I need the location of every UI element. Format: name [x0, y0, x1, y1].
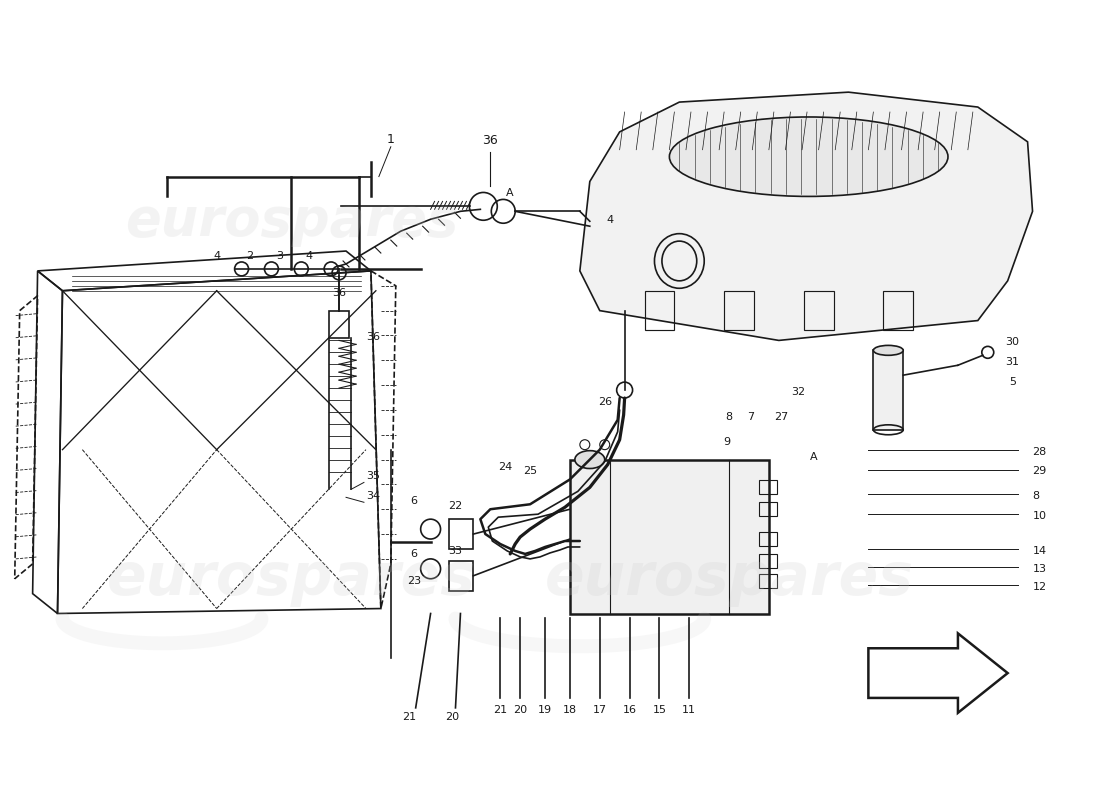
Text: 35: 35 [366, 471, 379, 482]
Text: A: A [506, 189, 514, 198]
Text: 29: 29 [1033, 466, 1047, 477]
Text: 12: 12 [1033, 582, 1047, 592]
Text: 4: 4 [606, 215, 614, 226]
Text: 21: 21 [493, 705, 507, 715]
Bar [873, 350, 903, 430]
Text: 9: 9 [724, 437, 730, 446]
Text: 1: 1 [387, 134, 395, 146]
Text: 16: 16 [623, 705, 637, 715]
Polygon shape [580, 92, 1033, 341]
Text: 36: 36 [366, 333, 379, 342]
Text: eurospares: eurospares [544, 550, 914, 607]
Text: 13: 13 [1033, 564, 1046, 574]
Bar [759, 502, 777, 516]
Text: 23: 23 [407, 576, 421, 586]
Bar [759, 532, 777, 546]
Text: 14: 14 [1033, 546, 1047, 556]
Bar [759, 481, 777, 494]
Text: 26: 26 [597, 397, 612, 407]
Text: 33: 33 [449, 546, 462, 556]
Polygon shape [868, 634, 1008, 713]
Text: 28: 28 [1033, 446, 1047, 457]
Text: 6: 6 [410, 496, 417, 506]
Bar [329, 310, 349, 338]
Ellipse shape [575, 450, 605, 469]
Bar [449, 561, 473, 590]
Bar [645, 290, 674, 330]
Text: 25: 25 [522, 466, 537, 477]
Text: 2: 2 [246, 251, 253, 261]
Text: 19: 19 [538, 705, 552, 715]
Text: 20: 20 [513, 705, 527, 715]
Text: eurospares: eurospares [107, 550, 476, 607]
Text: 36: 36 [332, 288, 346, 298]
Text: 8: 8 [726, 412, 733, 422]
Text: 4: 4 [306, 251, 312, 261]
Text: 20: 20 [446, 712, 460, 722]
Text: 30: 30 [1005, 338, 1020, 347]
Text: 18: 18 [563, 705, 578, 715]
Bar [570, 459, 769, 614]
Text: 21: 21 [402, 712, 416, 722]
Bar [449, 519, 473, 549]
Text: 15: 15 [652, 705, 667, 715]
Text: 5: 5 [1009, 377, 1016, 387]
Text: 27: 27 [773, 412, 788, 422]
Text: 22: 22 [449, 502, 463, 511]
Text: 6: 6 [410, 549, 417, 559]
Ellipse shape [670, 117, 948, 197]
Text: eurospares: eurospares [124, 195, 458, 247]
Text: 3: 3 [276, 251, 283, 261]
Text: 31: 31 [1005, 358, 1020, 367]
Bar [883, 290, 913, 330]
Text: 36: 36 [483, 134, 498, 146]
Text: 10: 10 [1033, 511, 1046, 521]
Text: 34: 34 [366, 491, 381, 502]
Ellipse shape [873, 346, 903, 355]
Text: 4: 4 [213, 251, 220, 261]
Bar [759, 574, 777, 588]
Text: 8: 8 [1033, 491, 1039, 502]
Text: 7: 7 [747, 412, 755, 422]
Text: 17: 17 [593, 705, 607, 715]
Bar [804, 290, 834, 330]
Bar [724, 290, 754, 330]
Bar [759, 554, 777, 568]
Text: A: A [810, 451, 817, 462]
Text: 11: 11 [682, 705, 696, 715]
Text: 32: 32 [792, 387, 806, 397]
Text: 24: 24 [498, 462, 513, 471]
